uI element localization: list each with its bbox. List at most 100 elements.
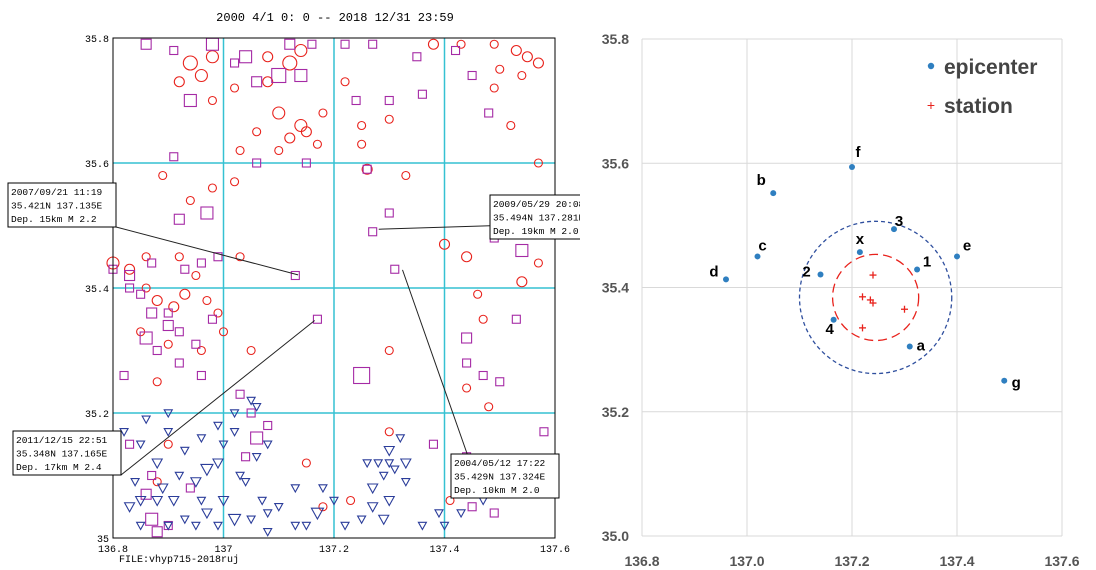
left-circle-marker [163,439,173,449]
left-square-marker [307,39,317,49]
epicenter-point [856,249,863,256]
left-square-marker [174,358,184,368]
left-square-marker [145,512,159,526]
left-triangle-marker [190,521,201,531]
left-circle-marker [301,458,311,468]
left-square-marker [169,152,179,162]
left-circle-marker [340,77,350,87]
left-chart-title: 2000 4/1 0: 0 -- 2018 12/31 23:59 [216,11,454,25]
left-square-marker [368,227,378,237]
left-square-marker [478,370,488,381]
left-square-marker [290,270,300,281]
right-legend: epicenter + station [927,56,1037,118]
left-square-marker [353,366,371,385]
epicenter-point [830,316,837,323]
left-square-marker [196,370,206,381]
left-square-marker [251,76,263,88]
left-circle-marker [312,139,322,149]
left-circle-marker [510,44,522,57]
left-circle-marker [152,377,162,387]
left-triangle-marker [439,521,450,531]
left-circle-marker [207,183,217,193]
left-circle-marker [489,83,499,93]
left-square-marker [489,508,499,518]
left-triangle-marker [123,502,136,513]
left-square-marker [412,52,422,62]
left-triangle-marker [141,415,152,425]
left-circle-marker [213,308,223,318]
left-square-marker [147,258,157,268]
epicenter-point [954,253,960,260]
left-circle-marker [235,145,245,156]
left-y-tick-label: 35.8 [85,35,109,46]
left-x-tick-label: 137.6 [540,545,570,556]
left-square-marker [151,526,163,538]
annotation-box [450,453,560,499]
right-y-tick-label: 35.2 [602,404,629,420]
left-square-marker [467,502,477,512]
left-circle-marker [517,70,527,81]
left-circle-marker [521,51,533,63]
left-circle-marker [272,106,286,120]
left-square-marker [246,408,256,418]
left-circle-marker [252,127,262,137]
left-circle-marker [185,195,195,206]
left-triangle-marker [251,402,262,412]
left-circle-marker [174,252,184,262]
left-circle-marker [516,276,528,288]
left-square-marker [180,264,190,274]
left-circle-marker [191,270,201,281]
annotation-box [12,430,122,476]
left-square-marker [200,206,214,220]
left-triangle-marker [213,421,223,431]
epicenter-point [817,271,824,278]
left-axis-ticks: 136.8 137 137.2 137.4 137.6 35 35.2 35.4 35.6 35.… [85,35,570,556]
right-grid [641,38,1063,537]
left-square-marker [301,158,311,168]
left-circle-marker [506,120,516,131]
left-square-marker [294,68,308,83]
left-triangle-marker [384,459,395,469]
left-circle-marker [207,95,217,106]
left-triangle-marker [196,496,207,506]
legend-epicenter-label: epicenter [944,56,1037,79]
epicenter-label: f [856,144,862,161]
left-circle-marker [196,345,206,356]
left-square-marker [183,93,197,108]
left-circle-marker [318,108,328,118]
left-triangle-marker [135,440,146,450]
left-square-marker [191,339,201,349]
station-point [859,324,866,332]
left-square-marker [511,314,521,324]
left-square-marker [213,252,223,262]
left-x-tick-label: 137.2 [319,545,349,556]
left-circle-marker [179,288,191,300]
annotation-text: 35.348N 137.165E [16,449,108,460]
left-triangle-marker [167,495,180,507]
left-triangle-marker [310,507,325,521]
left-chart: 2000 4/1 0: 0 -- 2018 12/31 23:59 136.8 1… [7,11,580,566]
left-triangle-marker [290,484,301,494]
annotation-box [7,182,117,228]
left-triangle-marker [229,409,240,419]
left-triangle-marker [179,446,190,456]
left-circle-marker [438,238,451,250]
left-square-marker [241,452,251,462]
left-circle-marker [262,51,274,63]
left-circle-marker [282,55,298,71]
left-circle-marker [533,258,543,268]
left-triangle-marker [227,513,242,527]
left-triangle-marker [340,521,350,531]
right-markers: f b 3 c x e 2 1 d 4 a g [709,144,1020,392]
left-triangle-marker [151,458,164,470]
right-x-tick-label: 137.2 [834,553,869,569]
left-triangle-marker [217,495,230,507]
left-square-marker [351,95,361,106]
left-circle-marker [284,132,296,144]
left-circle-marker [235,252,245,262]
epicenter-label: 2 [802,263,810,280]
left-square-marker [390,264,400,274]
left-square-marker [252,158,262,168]
epicenter-point [906,343,913,350]
left-square-marker [340,39,350,49]
